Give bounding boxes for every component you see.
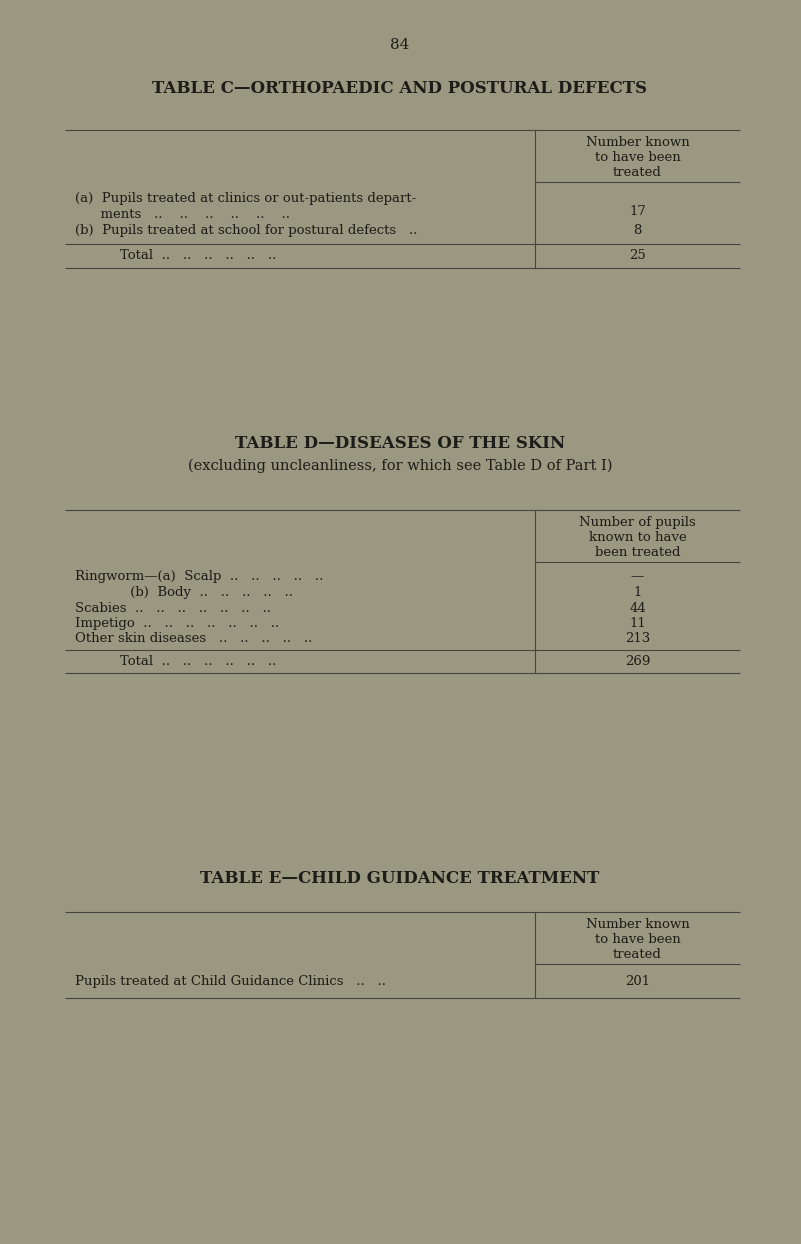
Text: 25: 25 xyxy=(629,249,646,262)
Text: Scabies  ..   ..   ..   ..   ..   ..   ..: Scabies .. .. .. .. .. .. .. xyxy=(75,602,271,615)
Text: TABLE D—DISEASES OF THE SKIN: TABLE D—DISEASES OF THE SKIN xyxy=(235,435,565,452)
Text: 1: 1 xyxy=(634,586,642,600)
Text: 11: 11 xyxy=(629,617,646,629)
Text: Number of pupils
known to have
been treated: Number of pupils known to have been trea… xyxy=(579,516,696,559)
Text: (excluding uncleanliness, for which see Table D of Part I): (excluding uncleanliness, for which see … xyxy=(187,459,612,474)
Text: 269: 269 xyxy=(625,656,650,668)
Text: —: — xyxy=(631,570,644,583)
Text: (b)  Body  ..   ..   ..   ..   ..: (b) Body .. .. .. .. .. xyxy=(75,586,293,600)
Text: ments   ..    ..    ..    ..    ..    ..: ments .. .. .. .. .. .. xyxy=(75,208,290,221)
Text: Number known
to have been
treated: Number known to have been treated xyxy=(586,918,690,962)
Text: 8: 8 xyxy=(634,224,642,238)
Text: (b)  Pupils treated at school for postural defects   ..: (b) Pupils treated at school for postura… xyxy=(75,224,417,238)
Text: Total  ..   ..   ..   ..   ..   ..: Total .. .. .. .. .. .. xyxy=(120,249,276,262)
Text: 44: 44 xyxy=(629,602,646,615)
Text: 17: 17 xyxy=(629,205,646,218)
Text: TABLE E—CHILD GUIDANCE TREATMENT: TABLE E—CHILD GUIDANCE TREATMENT xyxy=(200,870,600,887)
Text: Ringworm—(a)  Scalp  ..   ..   ..   ..   ..: Ringworm—(a) Scalp .. .. .. .. .. xyxy=(75,570,324,583)
Text: Total  ..   ..   ..   ..   ..   ..: Total .. .. .. .. .. .. xyxy=(120,656,276,668)
Text: Number known
to have been
treated: Number known to have been treated xyxy=(586,136,690,179)
Text: 213: 213 xyxy=(625,632,650,644)
Text: 201: 201 xyxy=(625,975,650,988)
Text: 84: 84 xyxy=(390,39,409,52)
Text: Other skin diseases   ..   ..   ..   ..   ..: Other skin diseases .. .. .. .. .. xyxy=(75,632,312,644)
Text: Impetigo  ..   ..   ..   ..   ..   ..   ..: Impetigo .. .. .. .. .. .. .. xyxy=(75,617,280,629)
Text: (a)  Pupils treated at clinics or out-patients depart-: (a) Pupils treated at clinics or out-pat… xyxy=(75,192,417,205)
Text: TABLE C—ORTHOPAEDIC AND POSTURAL DEFECTS: TABLE C—ORTHOPAEDIC AND POSTURAL DEFECTS xyxy=(152,80,647,97)
Text: Pupils treated at Child Guidance Clinics   ..   ..: Pupils treated at Child Guidance Clinics… xyxy=(75,975,386,988)
